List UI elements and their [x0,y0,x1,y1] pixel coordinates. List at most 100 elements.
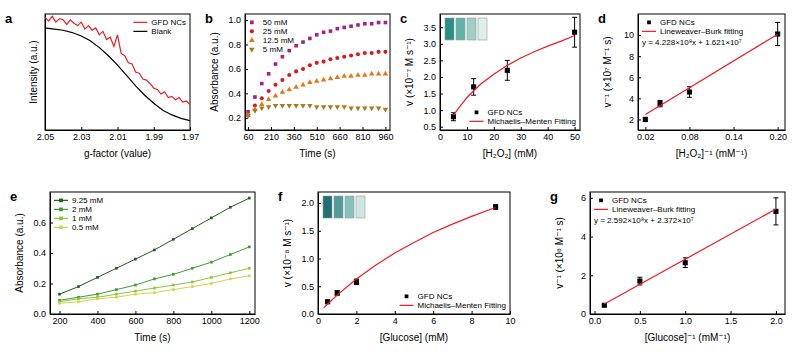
inset-vial [456,18,465,40]
data-point [363,22,367,26]
legend-marker [647,20,651,24]
x-axis-tick-mark [510,311,511,314]
figure: 2.052.032.011.991.97g-factor (value)Inte… [0,0,800,360]
y-axis-tick: 2.0 [301,198,321,208]
data-point [77,297,80,300]
x-axis-tick: 0.08 [681,127,699,142]
series [245,71,388,117]
y-axis: 0.00.20.40.6 [33,193,53,320]
x-axis-tick-label: 1.5 [725,316,738,326]
data-point [384,21,388,25]
data-point [335,105,340,110]
legend-item: GFD NCs [405,292,453,301]
data-point [300,82,305,87]
series [643,22,780,122]
plot-frame [50,192,255,314]
y-axis-tick: 8 [629,52,641,62]
inset-vial [356,196,365,218]
data-point [248,197,251,200]
x-axis-tick: 0.20 [769,127,787,142]
x-axis-tick-mark [249,311,250,314]
legend-label: Lineweaver–Burk fitting [660,27,743,36]
y-axis-tick-mark [245,93,248,94]
legend-marker [250,20,254,24]
y-axis-tick-label: 1.0 [301,254,314,264]
series [58,267,250,303]
x-axis-tick-label: 0.5 [634,316,647,326]
legend-marker [59,225,63,229]
data-point [115,288,118,291]
data-point [134,290,137,293]
data-point [377,50,381,54]
legend-label: 0.5 mM [72,223,99,232]
x-axis-tick-mark [97,311,98,314]
x-axis-tick-mark [59,311,60,314]
series [246,21,387,114]
data-point [260,96,264,100]
series [324,208,496,308]
inset-vial [445,18,454,40]
y-axis-tick-mark [245,69,248,70]
x-axis-tick: 2.03 [73,127,91,142]
data-point [229,272,232,275]
series [45,28,190,121]
data-point [683,260,688,265]
y-axis-title: v⁻¹ (×10⁷ M⁻¹ s) [602,36,613,107]
x-axis-tick-label: 4 [393,316,398,326]
series-line [453,36,574,116]
legend-item: 25 mM [250,27,288,36]
y-axis-title: Absorbance (a.u.) [209,32,220,112]
legend-item: GFD NCs [475,108,523,117]
legend-marker [249,48,255,53]
x-axis-tick: 810 [356,127,371,142]
y-axis-line [318,193,319,315]
data-point [266,96,271,101]
data-point [293,84,298,89]
legend-item: 1 mM [54,214,92,223]
x-axis-line [441,130,581,131]
data-point [308,37,312,41]
x-axis-tick-label: 1200 [240,316,260,326]
data-point [259,101,264,106]
legend-label: Lineweaver–Burk fitting [612,205,695,214]
x-axis-tick-mark [154,127,155,130]
data-point [248,267,251,270]
data-point [191,227,194,230]
legend-label: 12.5 mM [263,36,294,45]
data-point [377,21,381,25]
x-axis-tick-mark [294,127,295,130]
y-axis-tick-mark [638,119,641,120]
y-axis-tick-mark [318,286,321,287]
data-point [687,89,692,94]
error-bar [643,117,648,121]
y-axis-tick-mark [638,98,641,99]
series-line [324,208,496,308]
x-axis-line [319,314,511,315]
x-axis-title: Time (s) [299,148,335,159]
x-axis-tick: 50 [570,127,580,142]
data-point [322,60,326,64]
y-axis-tick: 1.5 [423,89,443,99]
panel: 200400600800100012000.00.20.40.6Time (s)… [14,192,260,343]
x-axis-tick: 6 [431,311,436,326]
y-axis-tick-mark [590,198,593,199]
x-axis-tick-mark [685,311,686,314]
y-axis-tick-mark [318,314,321,315]
legend: GFD NCsLineweaver–Burk fitting [594,196,695,214]
y-axis-tick-label: 0.5 [423,122,436,132]
x-axis-tick-label: 1.99 [145,132,163,142]
x-axis-tick-label: 10 [505,316,515,326]
x-axis-tick-mark [472,311,473,314]
legend: GFD NCsMichaelis–Menten Fitting [400,292,506,310]
inset-vial [467,18,476,40]
data-point [273,93,278,98]
x-axis-title: [H₂O₂] (mM) [483,148,537,159]
x-axis-tick: 510 [310,127,325,142]
data-point [210,276,213,279]
data-point [153,287,156,290]
data-point [369,71,374,76]
x-axis-tick-label: 0 [438,132,443,142]
x-axis-tick-mark [689,127,690,130]
data-point [134,293,137,296]
x-axis-tick-label: 960 [378,132,393,142]
